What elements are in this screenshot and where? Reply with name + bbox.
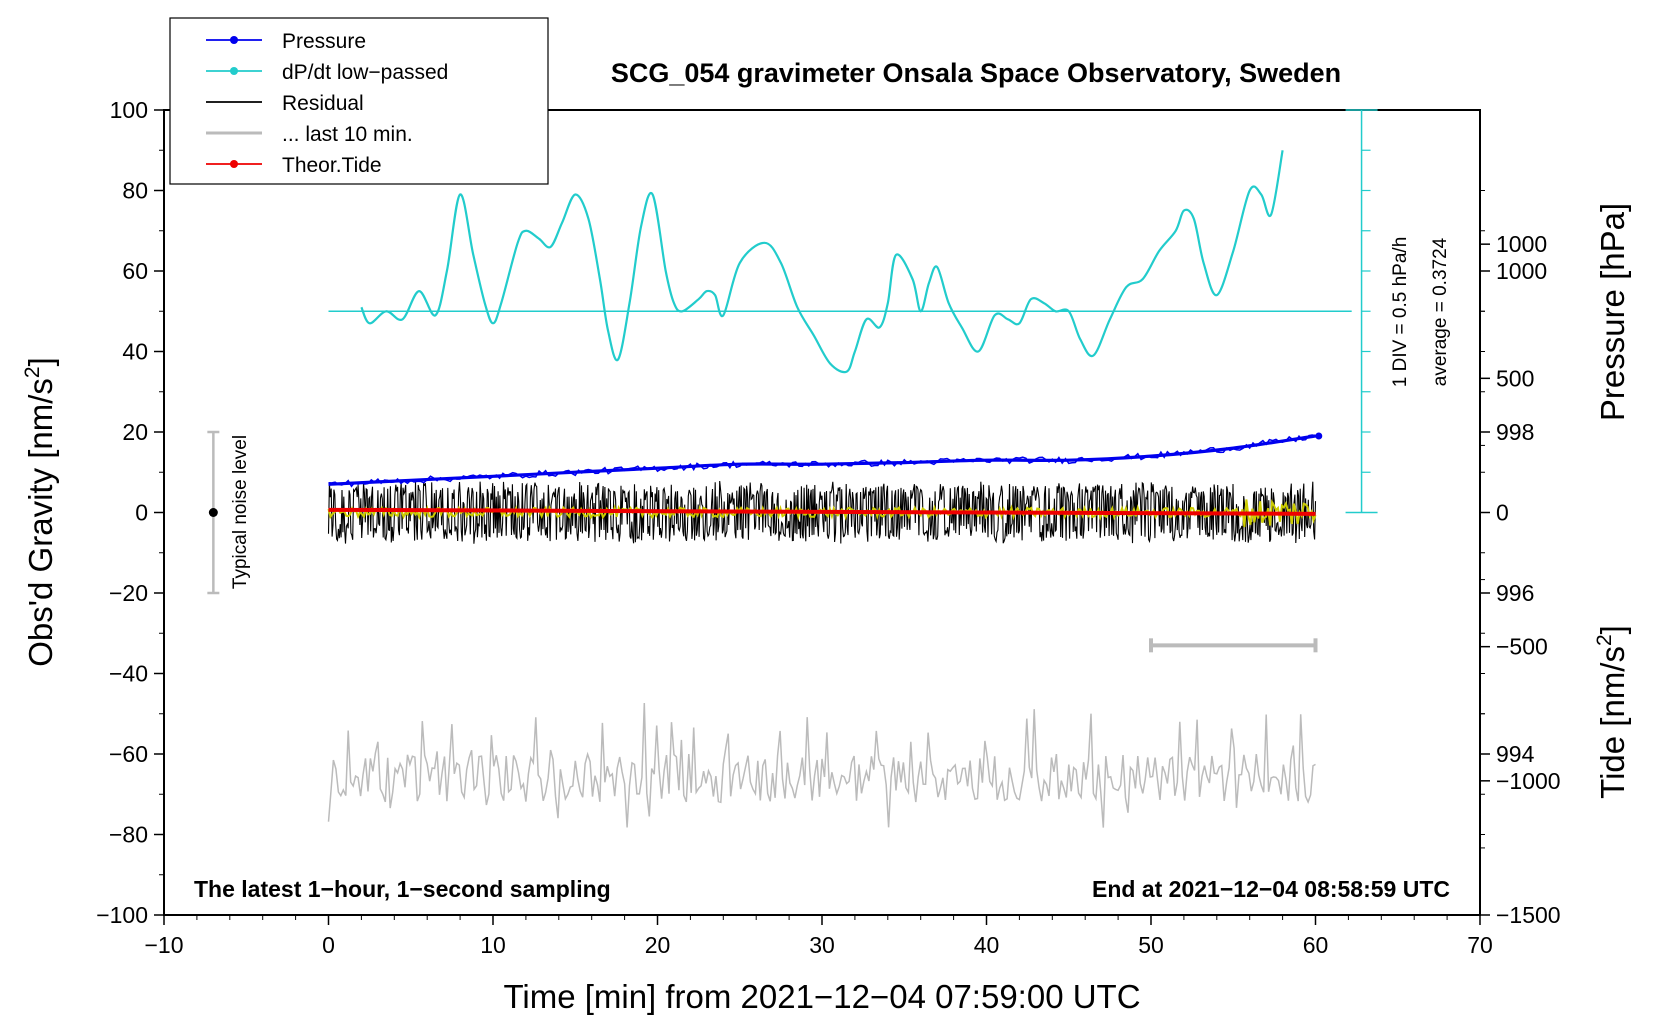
note-right: End at 2021−12−04 08:58:59 UTC — [1092, 876, 1450, 902]
tide-tick-label: −1000 — [1496, 768, 1561, 794]
x-tick-label: 0 — [322, 932, 335, 958]
legend: Pressure dP/dt low−passed Residual ... l… — [169, 17, 549, 185]
residual-line — [327, 480, 1317, 544]
y-axis-title-tide-sup: 2 — [1593, 634, 1616, 646]
noise-center-dot — [208, 508, 218, 517]
tide-tick-label: −1500 — [1496, 902, 1561, 928]
dpdt-scale-label: 1 DIV = 0.5 hPa/h — [1390, 237, 1411, 388]
y-tick-label: 100 — [110, 97, 148, 123]
x-tick-label: −10 — [144, 932, 183, 958]
legend-marker — [230, 160, 238, 168]
x-tick-label: 60 — [1303, 932, 1329, 958]
pressure-tick-label: 1000 — [1496, 258, 1547, 284]
legend-label-tide: Theor.Tide — [282, 154, 382, 177]
legend-label-last10: ... last 10 min. — [282, 123, 413, 146]
y-axis-title-left: Obs'd Gravity [nm/s2] — [21, 357, 59, 667]
y-tick-label: −80 — [109, 822, 148, 848]
x-tick-label: 20 — [645, 932, 671, 958]
pressure-jitter-line — [328, 434, 1316, 488]
gray-last10-line — [327, 702, 1316, 828]
tide-tick-label: −500 — [1496, 634, 1548, 660]
dpdt-average-label: average = 0.3724 — [1430, 237, 1451, 386]
y-axis-title-pressure: Pressure [hPa] — [1594, 203, 1631, 421]
legend-label-residual: Residual — [282, 92, 364, 115]
y-tick-label: 20 — [122, 419, 148, 445]
legend-marks — [206, 36, 262, 168]
dpdt-line — [360, 150, 1284, 374]
y-axis-title-left-text: Obs'd Gravity [nm/s — [22, 378, 59, 667]
y-tick-label: 60 — [122, 258, 148, 284]
y-tick-label: 0 — [135, 500, 148, 526]
x-tick-label: 40 — [974, 932, 1000, 958]
x-tick-label: 30 — [809, 932, 835, 958]
x-tick-label: 50 — [1138, 932, 1164, 958]
y-axis-title-left-suffix: ] — [22, 357, 59, 366]
y-tick-label: −20 — [109, 580, 148, 606]
pressure-end-marker — [1315, 432, 1323, 440]
y-axis-title-tide-text: Tide [nm/s — [1594, 646, 1631, 799]
axis-ticks: −10 0 10 20 30 40 50 60 70100806040200−20−40−60−… — [96, 97, 1560, 958]
tide-tick-label: 500 — [1496, 365, 1534, 391]
tide-tick-label: 1000 — [1496, 231, 1547, 257]
noise-level-label: Typical noise level — [230, 435, 251, 589]
y-axis-title-tide: Tide [nm/s2] — [1593, 625, 1631, 799]
y-axis-title-tide-suffix: ] — [1594, 625, 1631, 634]
tide-tick-label: 0 — [1496, 500, 1509, 526]
y-tick-label: −60 — [109, 741, 148, 767]
x-tick-label: 10 — [480, 932, 506, 958]
y-tick-label: −100 — [96, 902, 148, 928]
chart-title: SCG_054 gravimeter Onsala Space Observat… — [611, 58, 1341, 88]
pressure-tick-label: 996 — [1496, 580, 1534, 606]
legend-box — [169, 17, 549, 185]
legend-label-pressure: Pressure — [282, 30, 366, 53]
legend-marker — [230, 36, 238, 44]
legend-marker — [230, 67, 238, 75]
data-series — [327, 150, 1323, 828]
pressure-tick-label: 994 — [1496, 741, 1535, 767]
annotations — [207, 109, 1378, 653]
y-axis-title-left-sup: 2 — [21, 366, 44, 378]
legend-label-dpdt: dP/dt low−passed — [282, 61, 448, 84]
y-tick-label: 40 — [122, 339, 148, 365]
tide-line — [328, 507, 1316, 516]
y-tick-label: −40 — [109, 661, 148, 687]
x-axis-title: Time [min] from 2021−12−04 07:59:00 UTC — [503, 978, 1140, 1015]
note-left: The latest 1−hour, 1−second sampling — [194, 876, 611, 902]
y-tick-label: 80 — [122, 178, 148, 204]
pressure-tick-label: 998 — [1496, 419, 1534, 445]
x-tick-label: 70 — [1467, 932, 1493, 958]
